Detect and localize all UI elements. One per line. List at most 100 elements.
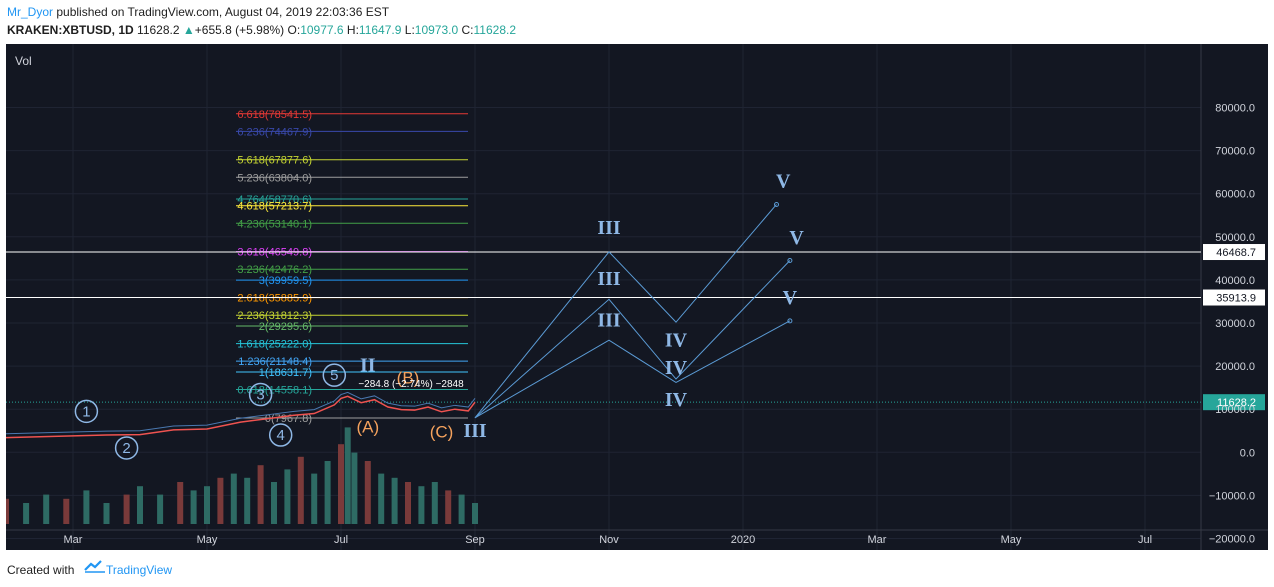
wave-label: IV — [665, 357, 688, 379]
level-price-label: 46468.7 — [1216, 247, 1256, 259]
fib-level-label: 4.764(58770.6) — [237, 194, 312, 206]
y-tick-label: −20000.0 — [1209, 534, 1255, 546]
y-tick-label: 30000.0 — [1215, 318, 1255, 330]
fib-level-label: 3.618(46549.8) — [237, 247, 312, 259]
circled-wave-label: 5 — [330, 367, 338, 384]
x-tick-label: Mar — [64, 534, 83, 546]
wave-projection-path-1 — [474, 204, 777, 419]
y-tick-label: −10000.0 — [1209, 490, 1255, 502]
wave-label: V — [783, 287, 798, 309]
chart-area[interactable]: 6.618(78541.5) 6.236(74467.9) 5.618(67877.… — [6, 44, 1268, 550]
fib-level-label: 3(39959.5) — [259, 275, 312, 287]
fib-level-label: 0.618(14558.1) — [237, 385, 312, 397]
wave-end-point — [774, 201, 779, 207]
wave-label: III — [597, 268, 621, 290]
wave-label: IV — [665, 330, 688, 352]
measure-label: −284.8 (−2.74%) −2848 — [358, 379, 464, 390]
wave-label: IV — [665, 389, 688, 411]
circled-wave-label: 2 — [122, 440, 130, 457]
volume-bar — [391, 477, 398, 524]
volume-bar — [190, 490, 197, 524]
volume-bar — [405, 482, 411, 524]
volume-bar — [472, 503, 478, 524]
y-tick-label: 60000.0 — [1215, 189, 1255, 201]
x-tick-label: Jul — [334, 534, 348, 546]
volume-bar — [378, 473, 385, 524]
fib-level-label: 4.236(53140.1) — [237, 218, 312, 230]
fib-level-label: 2(29295.6) — [259, 321, 312, 333]
fib-level-label: 3.236(42476.2) — [237, 264, 312, 276]
x-tick-label: Jul — [1138, 534, 1152, 546]
last-price: 11628.2 — [137, 23, 180, 37]
fib-level-label: 6.236(74467.9) — [237, 126, 312, 138]
created-with-text: Created with — [7, 563, 75, 577]
fib-level-label: 4.618(57213.7) — [237, 201, 312, 213]
open-label: O: — [287, 23, 301, 37]
low-value: 10973.0 — [414, 23, 459, 37]
author-link[interactable]: Mr_Dyor — [7, 5, 54, 19]
circled-wave-ring — [248, 382, 273, 407]
abc-wave-label: (B) — [397, 368, 420, 387]
wave-label: III — [597, 217, 621, 239]
symbol-label: KRAKEN:XBTUSD, 1D — [7, 23, 134, 37]
level-price-tag — [1203, 244, 1265, 261]
circled-wave-label: 3 — [256, 387, 264, 404]
volume-bar — [418, 486, 425, 524]
wave-end-point — [787, 318, 793, 324]
fib-level-label: 6.618(78541.5) — [237, 109, 312, 121]
y-tick-label: 50000.0 — [1215, 232, 1255, 244]
volume-bar — [137, 486, 143, 524]
last-price-tag — [1203, 394, 1265, 411]
last-price-label: 11628.2 — [1217, 397, 1256, 409]
level-price-tag — [1203, 289, 1265, 306]
ohlc-line: KRAKEN:XBTUSD, 1D 11628.2 ▲+655.8 (+5.98… — [7, 23, 516, 37]
fib-level-label: 0(7967.8) — [265, 413, 312, 425]
volume-bar — [324, 461, 331, 524]
change-text: +655.8 (+5.98%) — [194, 23, 285, 37]
volume-bar — [257, 465, 264, 524]
circled-wave-ring — [268, 423, 293, 447]
trend-channel-line — [6, 391, 476, 435]
volume-label: Vol — [15, 54, 32, 68]
fib-level-label: 1.618(25222.0) — [237, 339, 312, 351]
wave-label: II — [360, 355, 376, 377]
x-tick-label: May — [197, 534, 218, 546]
volume-bar — [43, 494, 50, 524]
level-price-label: 35913.9 — [1216, 293, 1256, 305]
high-value: 11647.9 — [358, 23, 402, 37]
price-line — [6, 395, 476, 439]
volume-bar — [431, 482, 438, 524]
volume-bar — [284, 469, 291, 524]
tradingview-brand[interactable]: TradingView — [106, 563, 173, 577]
y-tick-label: 80000.0 — [1215, 103, 1255, 115]
fib-level-label: 5.236(63804.0) — [237, 172, 312, 184]
chart-header: Mr_Dyor published on TradingView.com, Au… — [0, 0, 1274, 44]
x-tick-label: Mar — [868, 534, 887, 546]
volume-bar — [445, 490, 452, 524]
volume-bar — [338, 444, 344, 524]
volume-bar — [271, 482, 277, 524]
chart-svg[interactable]: 6.618(78541.5) 6.236(74467.9) 5.618(67877.… — [6, 44, 1268, 550]
volume-bar — [177, 482, 184, 524]
volume-bar — [63, 498, 70, 524]
circled-wave-label: 4 — [277, 427, 285, 444]
y-tick-label: 20000.0 — [1215, 361, 1255, 373]
x-tick-label: Nov — [599, 534, 619, 546]
publish-info: Mr_Dyor published on TradingView.com, Au… — [7, 5, 389, 19]
x-tick-label: Sep — [465, 534, 485, 546]
volume-bar — [458, 494, 465, 524]
open-value: 10977.6 — [300, 23, 344, 37]
circled-wave-ring — [74, 399, 99, 424]
circled-wave-label: 1 — [82, 403, 90, 420]
volume-bar — [83, 490, 90, 524]
y-tick-label: 0.0 — [1240, 447, 1255, 459]
fib-level-label: 2.236(31812.3) — [237, 310, 312, 322]
abc-wave-label: (C) — [430, 423, 454, 442]
wave-label: III — [597, 309, 621, 331]
wave-label: III — [463, 420, 487, 442]
volume-bar — [123, 494, 130, 524]
fib-level-label: 1(18631.7) — [259, 367, 312, 379]
volume-bar — [311, 473, 318, 524]
close-value: 11628.2 — [473, 23, 517, 37]
footer: Created with TradingView — [0, 552, 1274, 587]
